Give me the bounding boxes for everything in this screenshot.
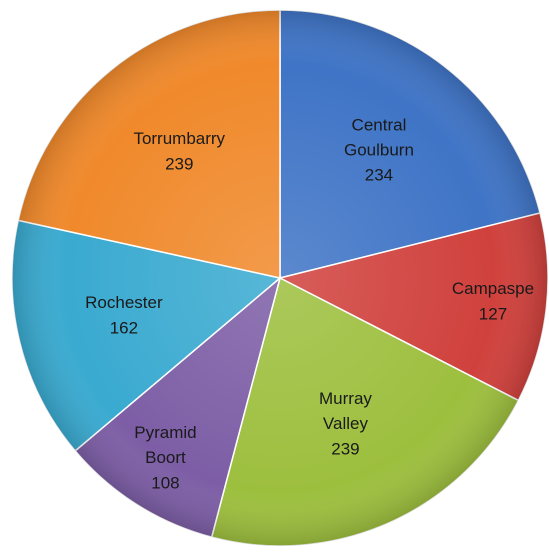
slice-value: 234 (365, 166, 393, 185)
label-line: Torrumbarry (133, 130, 225, 149)
label-line: Rochester (85, 294, 163, 313)
slice-label: Rochester (85, 294, 163, 313)
slice-label: Campaspe (452, 280, 534, 299)
label-line: Campaspe (452, 280, 534, 299)
label-line: Central (352, 116, 407, 135)
slice-value: 162 (110, 319, 138, 338)
slice-label: Murray Valley (319, 389, 372, 433)
slice-value: 239 (165, 155, 193, 174)
label-line: Boort (145, 449, 186, 468)
label-line: Valley (323, 414, 369, 433)
slice-value: 239 (331, 439, 359, 458)
slice-value: 127 (479, 305, 507, 324)
label-line: Pyramid (134, 424, 196, 443)
slice-value: 108 (151, 474, 179, 493)
label-line: Murray (319, 389, 372, 408)
slice-label: Torrumbarry (133, 130, 225, 149)
slice-label: Central Goulburn (344, 116, 414, 160)
slice-label: Pyramid Boort (134, 424, 196, 468)
label-line: Goulburn (344, 141, 414, 160)
